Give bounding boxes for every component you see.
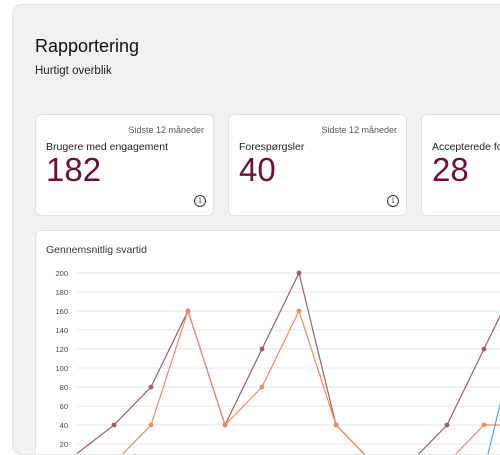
period-label: Sidste 12 måneder (321, 125, 397, 135)
data-point[interactable] (259, 346, 265, 352)
chart-title: Gennemsnitlig svartid (46, 244, 147, 256)
stat-label: Brugere med engagement (46, 141, 168, 153)
y-tick-label: 200 (55, 269, 68, 278)
line-chart: 20 40 60 80 100 120 140 160 180 200 (55, 269, 500, 454)
data-point[interactable] (296, 308, 302, 314)
y-tick-label: 160 (55, 307, 68, 316)
y-tick-label: 40 (60, 421, 68, 430)
data-point[interactable] (222, 422, 228, 428)
data-point[interactable] (296, 270, 302, 276)
series-line (487, 402, 500, 454)
data-point[interactable] (111, 422, 117, 428)
y-tick-label: 60 (60, 402, 68, 411)
stat-label: Forespørgsler (239, 141, 305, 153)
data-point[interactable] (148, 422, 154, 428)
stat-card-engaged-users: Sidste 12 måneder Brugere med engagement… (35, 114, 214, 216)
series-line (121, 309, 500, 454)
y-tick-label: 120 (55, 345, 68, 354)
data-point[interactable] (444, 422, 450, 428)
y-tick-label: 20 (60, 440, 68, 449)
y-tick-label: 100 (55, 364, 68, 373)
period-label: Sidste 12 måneder (128, 125, 204, 135)
info-icon[interactable]: i (387, 195, 399, 207)
y-tick-label: 180 (55, 288, 68, 297)
stat-card-accepted: Accepterede fore 28 (421, 114, 500, 216)
response-time-chart-card: Gennemsnitlig svartid 20 40 60 80 100 120 140 1… (35, 230, 500, 454)
stat-label: Accepterede fore (432, 141, 500, 153)
reporting-panel: Rapportering Hurtigt overblik Sidste 12 … (12, 4, 500, 455)
series-line (76, 271, 500, 454)
page-subtitle: Hurtigt overblik (35, 65, 112, 77)
y-tick-label: 80 (60, 383, 68, 392)
y-tick-label: 140 (55, 326, 68, 335)
data-point[interactable] (333, 422, 339, 428)
data-point[interactable] (259, 384, 265, 390)
stat-value: 28 (432, 151, 469, 188)
info-icon[interactable]: i (194, 195, 206, 207)
data-point[interactable] (148, 384, 154, 390)
stat-card-requests: Sidste 12 måneder Forespørgsler 40 i (228, 114, 407, 216)
page-title: Rapportering (35, 36, 140, 56)
stat-value: 182 (46, 151, 102, 188)
data-point[interactable] (185, 308, 191, 314)
data-point[interactable] (481, 422, 487, 428)
stat-value: 40 (239, 151, 276, 188)
data-point[interactable] (481, 346, 487, 352)
